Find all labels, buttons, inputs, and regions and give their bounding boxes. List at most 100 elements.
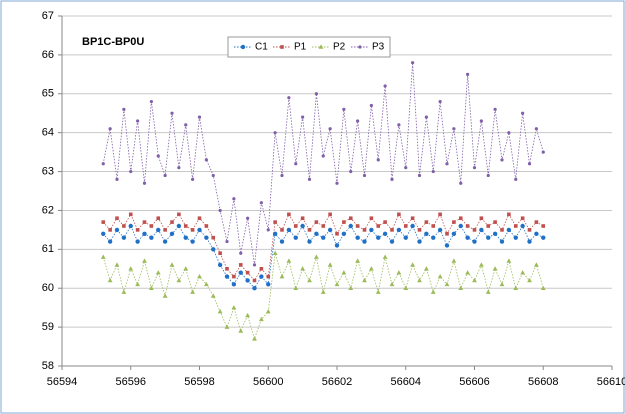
marker xyxy=(356,119,360,123)
marker xyxy=(424,115,428,119)
marker xyxy=(231,305,237,310)
marker xyxy=(533,262,539,267)
marker xyxy=(445,231,449,236)
marker xyxy=(101,220,106,224)
marker xyxy=(506,227,512,233)
marker xyxy=(478,262,484,267)
marker xyxy=(411,61,415,65)
marker xyxy=(335,181,339,185)
marker xyxy=(307,239,312,244)
marker xyxy=(217,308,223,314)
marker xyxy=(424,231,429,236)
y-tick-label: 59 xyxy=(42,321,54,333)
marker xyxy=(486,235,491,240)
marker xyxy=(493,220,497,224)
marker xyxy=(390,177,394,181)
legend-box xyxy=(227,36,391,58)
marker xyxy=(176,277,182,283)
marker xyxy=(520,270,526,275)
marker xyxy=(286,258,292,263)
marker xyxy=(472,228,477,232)
marker xyxy=(451,231,457,236)
marker xyxy=(142,258,147,263)
marker xyxy=(211,247,216,252)
marker xyxy=(265,308,271,314)
y-tick-label: 64 xyxy=(42,127,54,139)
marker xyxy=(307,277,312,283)
marker xyxy=(128,212,133,217)
marker xyxy=(472,277,477,283)
y-tick-label: 65 xyxy=(42,88,54,100)
marker xyxy=(472,239,477,244)
x-tick-label: 56600 xyxy=(253,376,284,388)
marker xyxy=(100,254,106,259)
marker xyxy=(273,220,277,224)
marker xyxy=(383,84,387,88)
series xyxy=(101,61,545,267)
marker xyxy=(444,281,450,287)
marker xyxy=(540,285,546,291)
y-tick-label: 63 xyxy=(42,165,54,177)
marker xyxy=(500,228,504,232)
marker xyxy=(294,162,298,166)
marker xyxy=(382,231,388,236)
marker xyxy=(108,228,112,232)
marker xyxy=(417,239,422,244)
marker xyxy=(238,270,243,275)
marker xyxy=(438,99,442,104)
marker xyxy=(163,173,167,178)
marker xyxy=(451,258,457,263)
legend-marker xyxy=(318,44,324,49)
marker xyxy=(320,289,326,294)
marker xyxy=(149,235,154,240)
marker xyxy=(183,235,188,240)
marker xyxy=(266,282,271,287)
marker xyxy=(404,166,408,170)
marker xyxy=(506,258,512,263)
marker xyxy=(403,235,408,240)
marker xyxy=(431,235,436,240)
marker xyxy=(396,227,402,233)
marker xyxy=(156,216,161,221)
marker xyxy=(527,277,532,283)
marker xyxy=(246,216,250,220)
marker xyxy=(114,262,120,267)
marker xyxy=(211,235,216,240)
marker xyxy=(369,103,373,108)
marker xyxy=(204,235,209,240)
marker xyxy=(431,169,435,174)
marker xyxy=(349,169,353,174)
marker xyxy=(362,239,367,244)
marker xyxy=(389,281,395,287)
marker xyxy=(527,228,532,232)
marker xyxy=(286,227,292,233)
marker xyxy=(101,162,105,166)
marker xyxy=(437,273,443,279)
marker xyxy=(149,224,154,228)
marker xyxy=(369,227,374,233)
marker xyxy=(492,231,498,236)
marker xyxy=(225,266,229,271)
marker xyxy=(224,324,230,329)
marker xyxy=(403,224,408,228)
marker xyxy=(410,223,415,229)
marker xyxy=(466,72,470,76)
marker xyxy=(239,251,243,255)
marker xyxy=(341,231,347,236)
marker xyxy=(197,115,202,119)
marker xyxy=(445,162,449,166)
marker xyxy=(437,227,443,233)
marker xyxy=(479,119,483,123)
marker xyxy=(321,154,325,158)
marker xyxy=(148,285,154,291)
marker xyxy=(170,220,174,224)
marker xyxy=(197,227,202,233)
marker xyxy=(225,239,229,244)
marker xyxy=(272,250,278,256)
marker xyxy=(334,281,340,287)
marker xyxy=(101,231,106,236)
marker xyxy=(314,231,319,236)
marker xyxy=(375,289,381,294)
